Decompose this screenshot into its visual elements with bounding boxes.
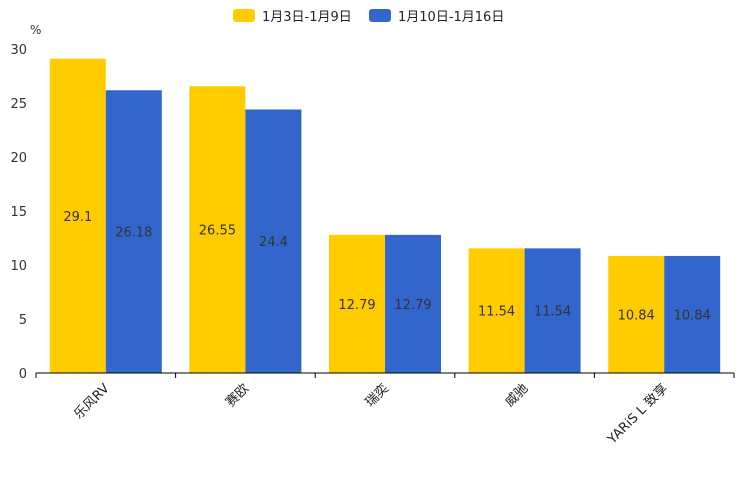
y-tick-label: 20 <box>10 151 27 166</box>
bar[interactable] <box>524 248 581 373</box>
bar-value-label: 11.54 <box>478 305 515 320</box>
legend-label: 1月10日-1月16日 <box>398 10 504 25</box>
y-axis-unit-label: % <box>30 23 41 37</box>
bar[interactable] <box>245 109 302 373</box>
legend-label: 1月3日-1月9日 <box>262 10 352 25</box>
bar-value-label: 12.79 <box>338 298 375 313</box>
bar[interactable] <box>49 58 106 373</box>
legend-swatch <box>369 9 391 22</box>
bar-value-label: 11.54 <box>534 305 571 320</box>
bar-value-label: 12.79 <box>394 298 431 313</box>
x-tick-label: 赛欧 <box>223 381 253 411</box>
bar-value-label: 29.1 <box>63 210 92 225</box>
x-tick-label: 威驰 <box>502 381 531 410</box>
bar[interactable] <box>608 255 665 373</box>
y-tick-label: 25 <box>10 97 27 112</box>
x-tick-label: 瑞奕 <box>362 381 392 411</box>
legend-item[interactable]: 1月3日-1月9日 <box>233 9 352 25</box>
x-tick-label: 乐风RV <box>71 381 112 422</box>
legend: 1月3日-1月9日 1月10日-1月16日 <box>233 9 504 25</box>
bar[interactable] <box>468 248 525 373</box>
y-tick-label: 5 <box>19 313 27 328</box>
y-tick-label: 30 <box>10 43 27 58</box>
bar[interactable] <box>664 255 721 373</box>
bar-value-label: 10.84 <box>618 308 655 323</box>
y-tick-label: 0 <box>19 367 27 382</box>
y-tick-label: 15 <box>10 205 27 220</box>
x-tick-label: YARiS L 致享 <box>604 381 671 448</box>
x-axis: 乐风RV 赛欧 瑞奕 威驰 YARiS L 致享 <box>35 372 735 448</box>
bar[interactable] <box>105 90 162 374</box>
y-tick-label: 10 <box>10 259 27 274</box>
bar[interactable] <box>329 234 385 373</box>
bar-value-label: 26.55 <box>199 224 236 239</box>
bar-value-label: 24.4 <box>259 235 288 250</box>
bars: 29.1 26.18 26.55 24.4 12.79 12.79 11.54 11.54 10… <box>49 58 721 374</box>
bar[interactable] <box>189 86 246 373</box>
bar[interactable] <box>385 234 441 373</box>
legend-item[interactable]: 1月10日-1月16日 <box>369 9 504 25</box>
y-axis: 0 5 10 15 20 25 30 <box>10 43 27 382</box>
bar-value-label: 26.18 <box>115 226 152 241</box>
legend-swatch <box>233 9 255 22</box>
bar-value-label: 10.84 <box>674 308 711 323</box>
